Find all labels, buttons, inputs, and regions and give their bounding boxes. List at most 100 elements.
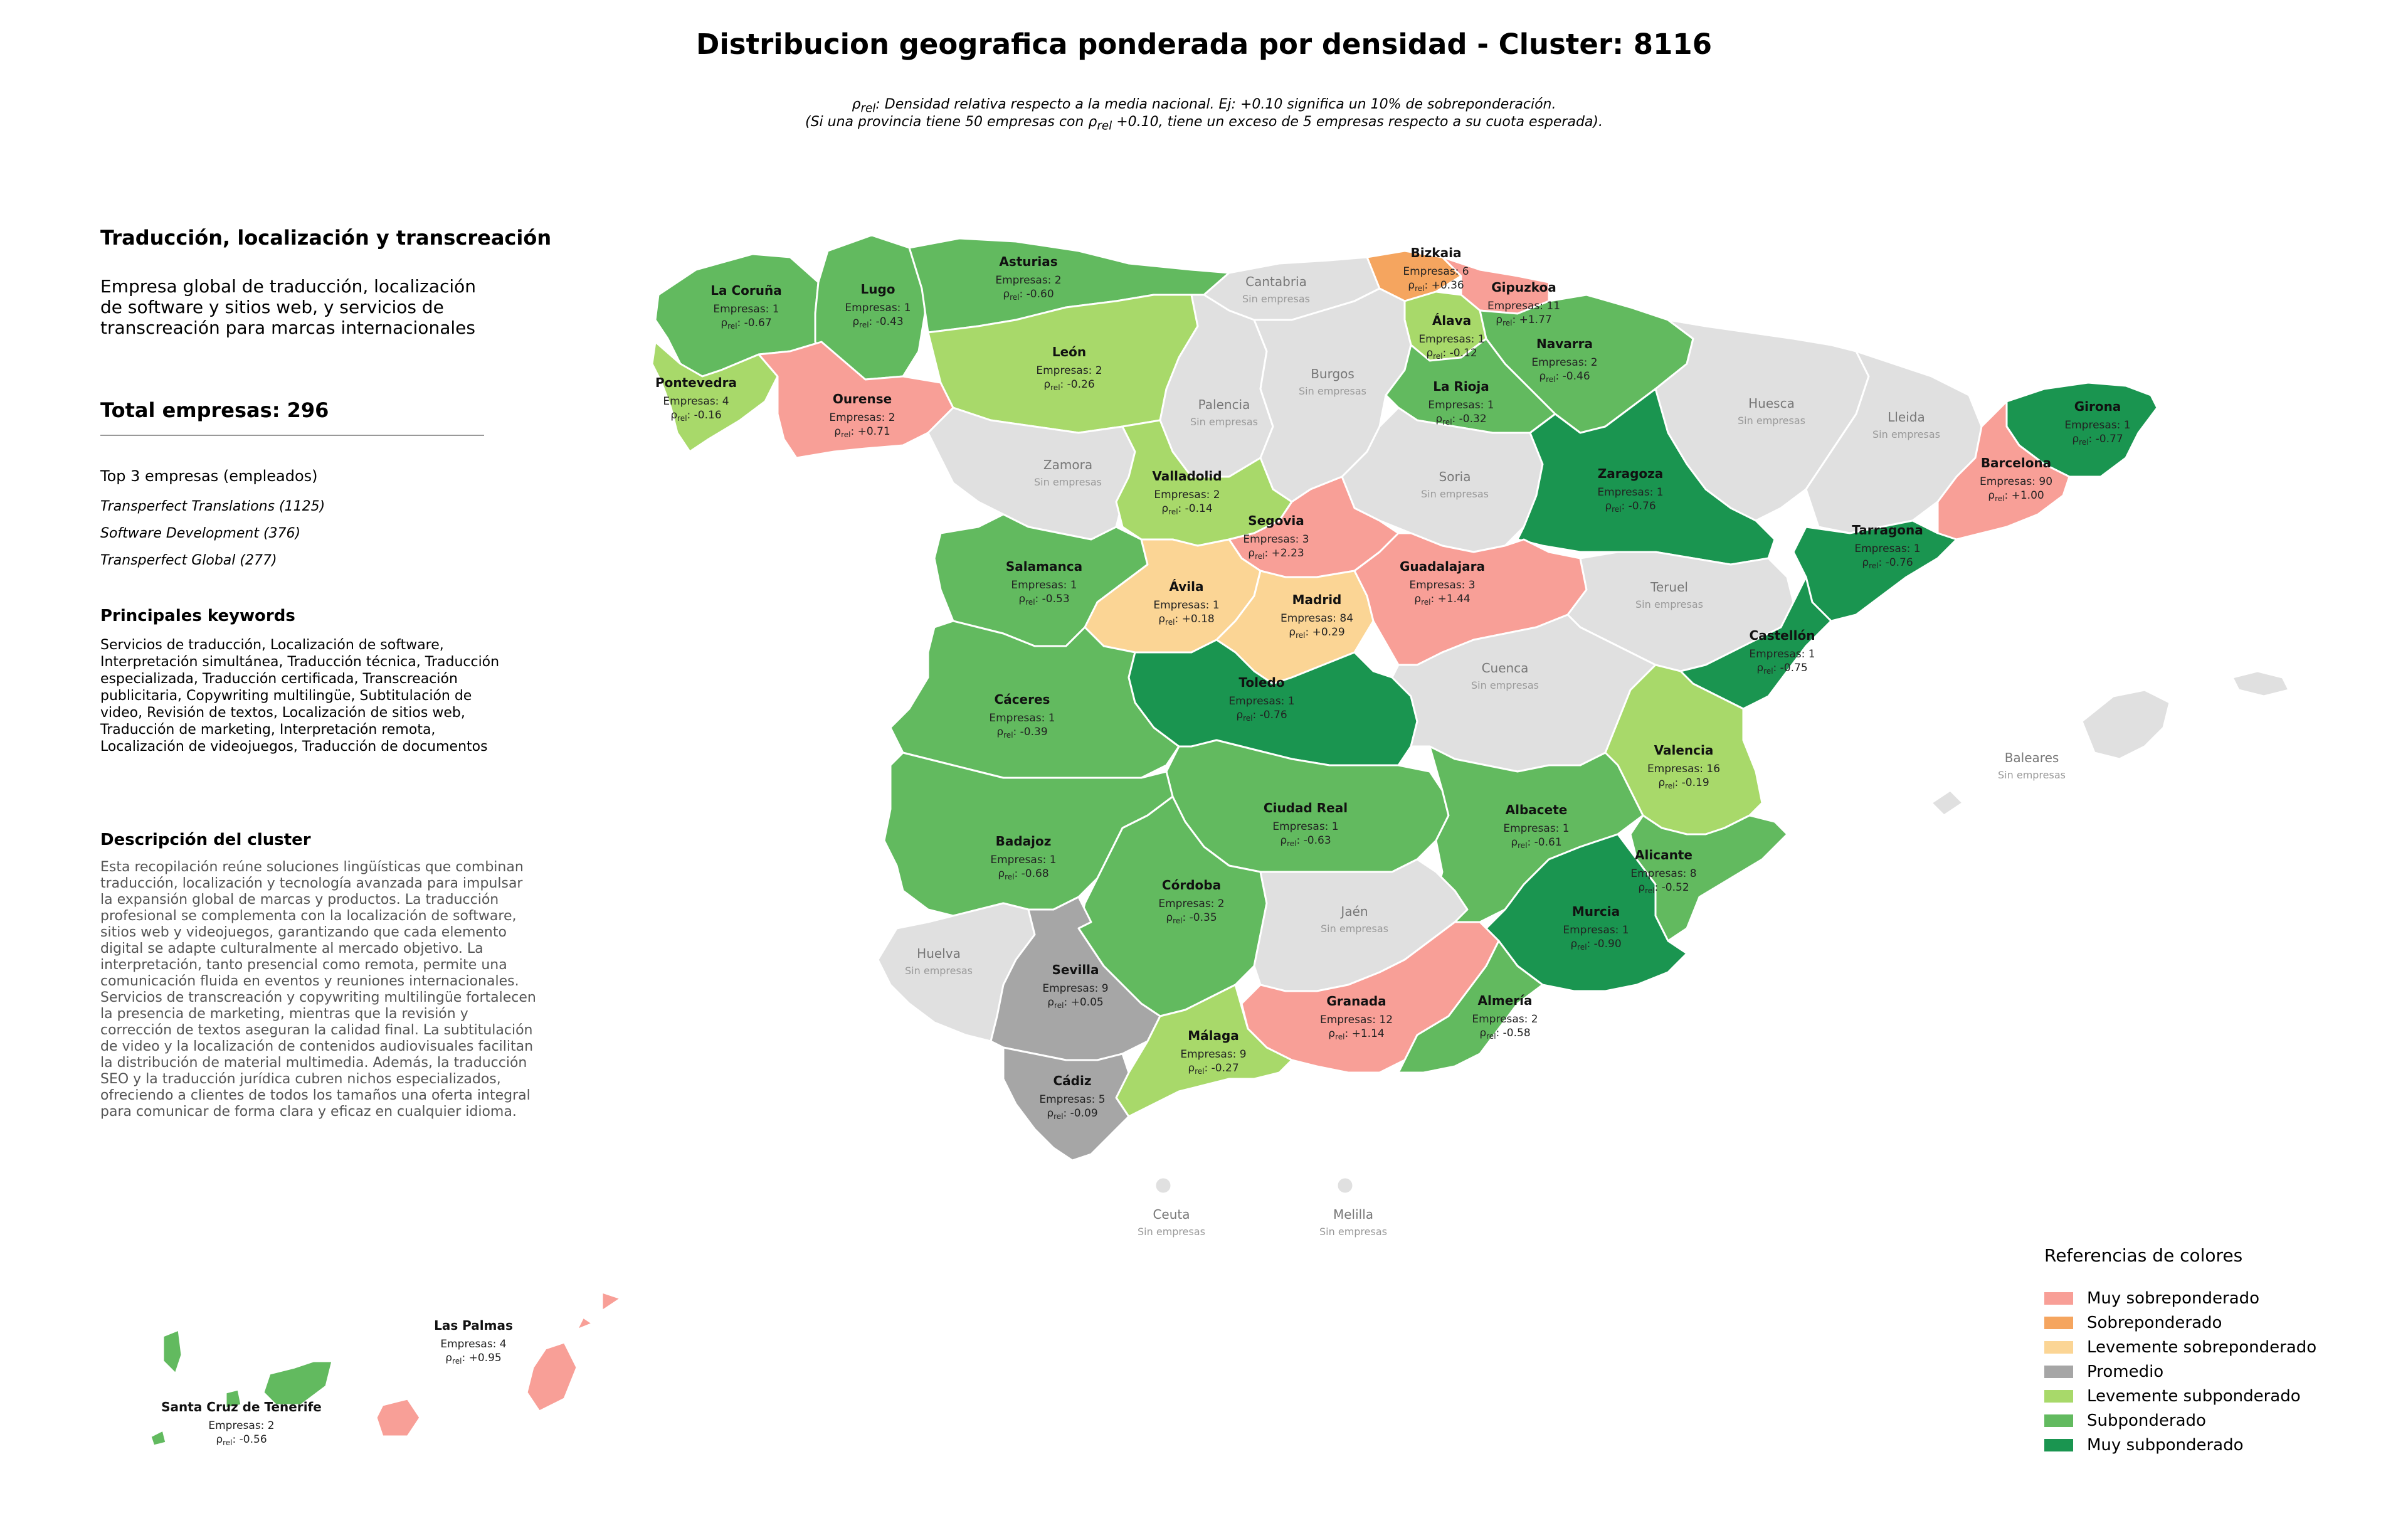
province-company-count: Empresas: 2 <box>1036 364 1102 377</box>
province-company-count: Empresas: 5 <box>1039 1093 1105 1106</box>
province-name: Valladolid <box>1152 469 1222 484</box>
province-rho: ρrel: -0.14 <box>1161 502 1212 516</box>
top-company: Software Development (376) <box>100 526 301 541</box>
province-name: Salamanca <box>1006 559 1082 574</box>
province-rho: ρrel: -0.46 <box>1539 370 1590 384</box>
province-name: Albacete <box>1506 802 1568 817</box>
province-rho: ρrel: +0.71 <box>834 425 890 439</box>
density-note-line1: ρrel: Densidad relativa respecto a la me… <box>852 97 1556 115</box>
province-company-count: Empresas: 1 <box>845 302 911 314</box>
province-las-palmas <box>375 1291 622 1438</box>
divider <box>100 435 484 436</box>
province-no-companies: Sin empresas <box>1242 293 1310 305</box>
sector-heading: Traducción, localización y transcreación <box>100 226 552 250</box>
province-rho: ρrel: -0.63 <box>1280 834 1331 848</box>
province-company-count: Empresas: 16 <box>1647 763 1720 775</box>
province-label-cuenca: Cuenca Sin empresas <box>1471 661 1539 691</box>
legend-items: Muy sobreponderado Sobreponderado Levement… <box>2044 1286 2370 1457</box>
province-name: Ciudad Real <box>1264 800 1348 815</box>
province-rho: ρrel: +2.23 <box>1248 547 1304 561</box>
province-label-teruel: Teruel Sin empresas <box>1635 580 1703 610</box>
province-rho: ρrel: -0.52 <box>1638 881 1689 895</box>
province-caceres <box>889 620 1180 779</box>
page-title: Distribucion geografica ponderada por de… <box>696 28 1712 61</box>
province-name: Barcelona <box>1981 455 2051 470</box>
province-no-companies: Sin empresas <box>1321 923 1388 935</box>
province-rho: ρrel: -0.09 <box>1047 1107 1097 1121</box>
province-name: Baleares <box>2005 750 2059 765</box>
legend-label: Promedio <box>2087 1362 2164 1381</box>
province-company-count: Empresas: 1 <box>1011 579 1077 592</box>
province-company-count: Empresas: 11 <box>1487 300 1560 312</box>
province-rho: ρrel: +0.18 <box>1158 613 1214 627</box>
province-name: Navarra <box>1536 336 1593 351</box>
province-label-ceuta: Ceuta Sin empresas <box>1138 1207 1205 1238</box>
province-rho: ρrel: -0.27 <box>1188 1062 1238 1076</box>
province-rho: ρrel: -0.19 <box>1658 777 1709 790</box>
province-company-count: Empresas: 8 <box>1630 867 1696 880</box>
province-label-palencia: Palencia Sin empresas <box>1190 397 1258 428</box>
province-no-companies: Sin empresas <box>905 965 973 977</box>
province-company-count: Empresas: 4 <box>663 395 729 408</box>
province-rho: ρrel: +0.05 <box>1047 996 1103 1010</box>
province-cadiz <box>1002 1046 1130 1162</box>
province-name: Jaén <box>1339 904 1368 919</box>
province-rho: ρrel: -0.32 <box>1435 413 1486 427</box>
province-name: Ourense <box>833 391 892 406</box>
province-label-lugo: Lugo Empresas: 1 ρrel: -0.43 <box>845 282 911 329</box>
province-rho: ρrel: +1.00 <box>1988 489 2044 503</box>
province-company-count: Empresas: 9 <box>1180 1048 1246 1061</box>
province-company-count: Empresas: 4 <box>440 1338 506 1350</box>
province-company-count: Empresas: 3 <box>1409 579 1475 592</box>
color-legend: Referencias de colores Muy sobreponderad… <box>2044 1245 2370 1457</box>
province-name: Cádiz <box>1054 1073 1092 1088</box>
province-company-count: Empresas: 6 <box>1403 265 1469 278</box>
province-name: Huesca <box>1748 396 1795 411</box>
province-baleares <box>1930 670 2290 817</box>
province-label-burgos: Burgos Sin empresas <box>1299 366 1366 397</box>
province-company-count: Empresas: 90 <box>1980 475 2052 488</box>
legend-swatch <box>2044 1292 2073 1305</box>
province-company-count: Empresas: 1 <box>1418 333 1484 346</box>
province-name: Badajoz <box>996 834 1052 849</box>
legend-label: Subponderado <box>2087 1411 2206 1430</box>
province-name: Gipuzkoa <box>1491 280 1556 295</box>
province-name: Soria <box>1439 469 1471 484</box>
province-name: Murcia <box>1572 904 1620 919</box>
province-name: Las Palmas <box>434 1318 513 1333</box>
province-label-lleida: Lleida Sin empresas <box>1872 410 1940 440</box>
province-name: Madrid <box>1292 592 1342 607</box>
province-name: Cáceres <box>995 692 1050 707</box>
top-companies-list: Transperfect Translations (1125) Softwar… <box>100 499 577 580</box>
province-name: Castellón <box>1750 628 1815 643</box>
legend-swatch <box>2044 1438 2073 1451</box>
legend-swatch <box>2044 1340 2073 1354</box>
province-rho: ρrel: -0.76 <box>1862 556 1913 570</box>
province-company-count: Empresas: 1 <box>1749 648 1815 661</box>
province-label-caceres: Cáceres Empresas: 1 ρrel: -0.39 <box>989 692 1055 740</box>
province-company-count: Empresas: 2 <box>995 274 1061 287</box>
province-sevilla <box>990 896 1161 1061</box>
province-rho: ρrel: -0.16 <box>670 409 721 423</box>
province-rho: ρrel: -0.60 <box>1003 288 1054 302</box>
province-name: Santa Cruz de Tenerife <box>161 1399 322 1414</box>
legend-label: Muy subponderado <box>2087 1435 2244 1455</box>
province-rho: ρrel: +0.29 <box>1289 626 1344 640</box>
province-lugo <box>814 234 926 381</box>
province-rho: ρrel: +1.14 <box>1328 1027 1384 1041</box>
